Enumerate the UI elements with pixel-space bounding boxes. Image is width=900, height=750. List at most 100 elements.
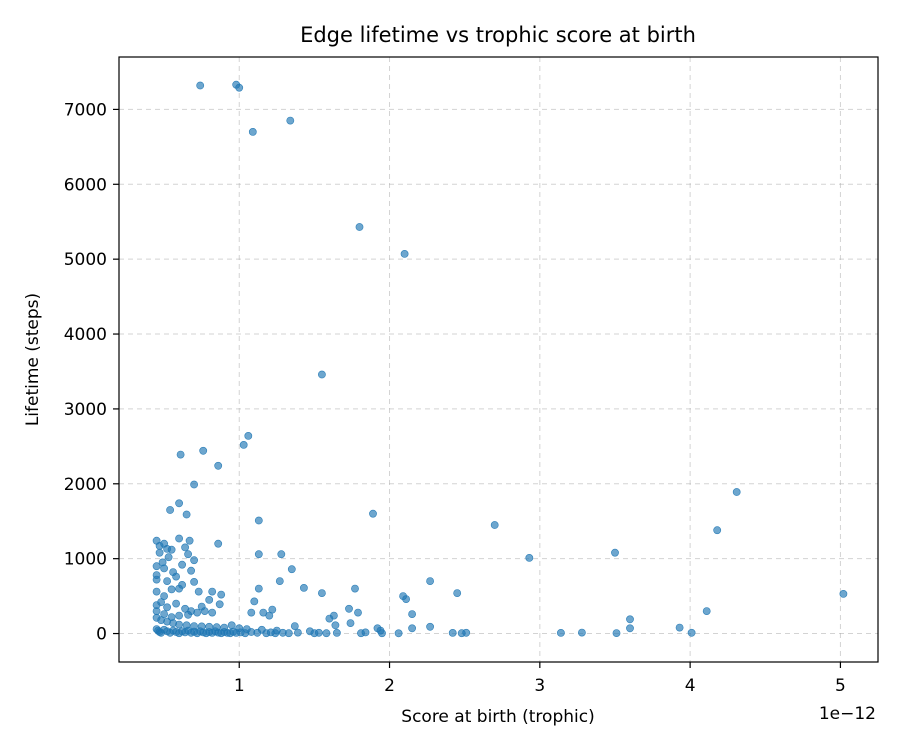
data-point xyxy=(329,611,338,620)
data-point xyxy=(345,604,353,613)
x-tick-label: 1 xyxy=(234,676,245,696)
data-point xyxy=(217,590,226,599)
data-point xyxy=(184,550,192,559)
y-tick-label: 2000 xyxy=(64,475,107,495)
data-point xyxy=(155,548,164,557)
data-point xyxy=(187,566,195,575)
data-point xyxy=(208,587,217,596)
data-point xyxy=(626,624,634,633)
data-point xyxy=(190,480,198,489)
data-point xyxy=(286,116,295,125)
data-point xyxy=(181,543,189,552)
data-point xyxy=(248,127,257,136)
data-point xyxy=(448,629,457,637)
data-point xyxy=(612,629,621,637)
data-point xyxy=(235,83,244,92)
x-tick-label: 2 xyxy=(384,676,395,696)
data-point xyxy=(215,600,224,609)
data-point xyxy=(172,599,180,608)
data-point xyxy=(172,572,180,581)
data-point xyxy=(361,628,370,637)
data-point xyxy=(199,446,208,455)
data-point xyxy=(400,249,409,258)
data-point xyxy=(254,516,263,525)
data-point xyxy=(190,578,198,586)
data-point xyxy=(322,629,331,638)
data-point xyxy=(839,590,848,598)
data-point xyxy=(175,499,183,508)
data-point xyxy=(167,585,176,594)
data-point xyxy=(378,629,386,638)
data-point xyxy=(196,81,205,90)
data-point xyxy=(208,608,217,617)
data-point xyxy=(152,575,161,584)
y-axis-ticks: 0 1000 2000 3000 4000 5000 6000 7000 xyxy=(64,100,119,645)
y-tick-label: 5000 xyxy=(64,250,107,270)
x-axis-ticks: 1 2 3 4 5 xyxy=(234,662,846,696)
data-point xyxy=(164,553,173,562)
plot-frame xyxy=(118,56,879,663)
data-point xyxy=(214,539,223,548)
y-axis-label: Lifetime (steps) xyxy=(23,293,43,426)
data-point xyxy=(185,536,194,545)
data-point xyxy=(355,223,364,231)
data-point xyxy=(284,629,293,638)
x-axis-offset-label: 1e−12 xyxy=(819,704,876,724)
data-point xyxy=(175,534,183,543)
data-point xyxy=(290,622,299,630)
x-tick-label: 4 xyxy=(685,676,696,696)
data-point xyxy=(675,623,684,632)
data-point xyxy=(193,608,202,617)
y-tick-label: 6000 xyxy=(64,175,107,195)
y-tick-label: 3000 xyxy=(64,400,107,420)
data-point xyxy=(152,562,161,571)
data-point xyxy=(557,629,565,637)
data-point xyxy=(163,577,171,585)
data-point xyxy=(190,556,198,565)
data-point xyxy=(687,628,696,637)
data-point xyxy=(200,607,209,615)
data-points xyxy=(152,80,848,638)
data-point xyxy=(167,545,176,554)
data-point xyxy=(194,587,203,596)
data-point xyxy=(369,509,377,518)
data-point xyxy=(331,621,340,630)
data-point xyxy=(525,554,534,562)
data-point xyxy=(175,584,183,593)
y-tick-label: 0 xyxy=(96,625,107,645)
y-tick-label: 1000 xyxy=(64,550,107,570)
chart-title: Edge lifetime vs trophic score at birth xyxy=(300,23,696,47)
data-point xyxy=(462,628,471,637)
data-point xyxy=(299,584,308,592)
data-point xyxy=(346,619,355,627)
data-point xyxy=(205,596,214,604)
data-point xyxy=(453,589,462,597)
x-tick-label: 3 xyxy=(534,676,545,696)
data-point xyxy=(293,628,302,637)
data-point xyxy=(227,621,236,630)
data-point xyxy=(152,607,161,615)
data-point xyxy=(178,560,186,569)
data-point xyxy=(426,622,434,631)
data-point xyxy=(713,526,722,535)
data-point xyxy=(182,510,191,519)
y-tick-label: 4000 xyxy=(64,325,107,345)
data-point xyxy=(176,450,185,459)
data-point xyxy=(732,488,741,496)
data-point xyxy=(175,611,183,620)
data-point xyxy=(275,577,284,585)
data-point xyxy=(253,628,262,637)
data-point xyxy=(287,565,296,574)
data-point xyxy=(152,587,161,596)
data-point xyxy=(578,628,586,637)
data-point xyxy=(163,603,171,612)
data-point xyxy=(402,595,410,603)
data-point xyxy=(490,521,499,529)
data-point xyxy=(408,624,416,633)
data-point xyxy=(239,440,248,449)
data-point xyxy=(184,610,192,619)
data-point xyxy=(250,597,259,606)
data-point xyxy=(611,548,619,557)
data-point xyxy=(314,628,323,637)
